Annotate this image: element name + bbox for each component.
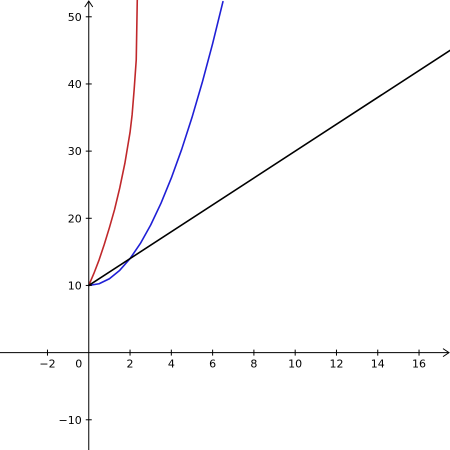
y-tick-label: 10 (68, 279, 82, 292)
x-tick-label: 2 (127, 358, 134, 371)
x-tick-label: −2 (39, 358, 55, 371)
x-axis-arrow (442, 348, 450, 358)
y-tick-label: 20 (68, 212, 82, 225)
x-tick-label: 0 (75, 358, 82, 371)
y-tick-label: 30 (68, 145, 82, 158)
series-line-3 (87, 49, 450, 287)
series-curves (87, 0, 450, 287)
y-axis-arrow (84, 0, 94, 8)
x-tick-label: 10 (288, 358, 302, 371)
x-tick-label: 16 (412, 358, 426, 371)
y-tick-label: 50 (68, 11, 82, 24)
x-tick-label: 8 (250, 358, 257, 371)
y-tick-label: 40 (68, 78, 82, 91)
series-line-1 (87, 0, 139, 287)
x-tick-label: 12 (329, 358, 343, 371)
x-tick-label: 6 (209, 358, 216, 371)
axis-ticks: −2 0 2 4 6 8 10 12 14 16 −10 10 20 30 40 50 (39, 11, 426, 427)
series-line-2 (87, 0, 224, 287)
x-tick-label: 4 (168, 358, 175, 371)
y-tick-label: −10 (59, 414, 82, 427)
x-tick-label: 14 (371, 358, 385, 371)
